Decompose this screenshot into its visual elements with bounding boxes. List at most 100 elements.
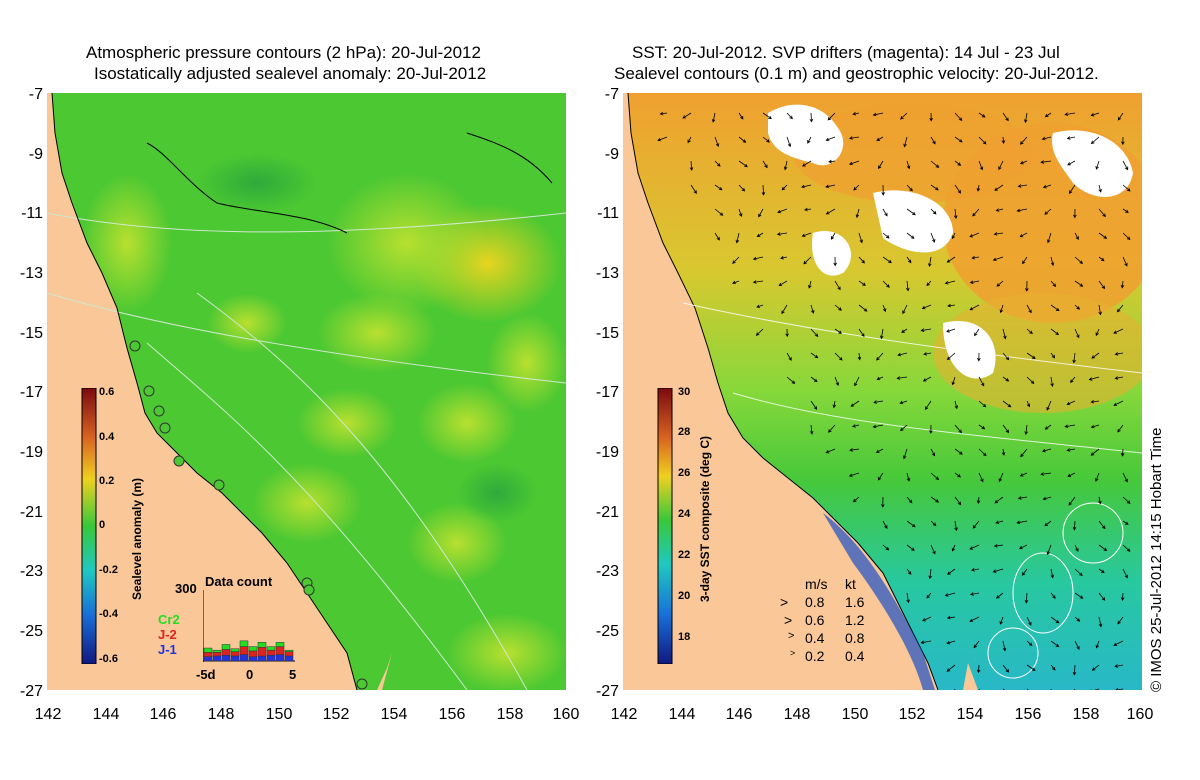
- velocity-vector: [1022, 256, 1028, 265]
- velocity-vector: [1072, 520, 1077, 531]
- velocity-vector: [732, 256, 740, 264]
- velocity-vector: [906, 184, 913, 192]
- velocity-vector: [809, 424, 814, 435]
- velocity-vector: [1098, 280, 1106, 290]
- velocity-vector: [807, 136, 812, 144]
- right-colorbar-tick: 26: [678, 467, 691, 479]
- velocity-arrow-icon: >: [784, 612, 793, 628]
- velocity-legend-ms: 0.4: [805, 630, 825, 646]
- velocity-vector: [1114, 376, 1124, 380]
- velocity-legend-header-kt: kt: [845, 576, 856, 592]
- velocity-vector: [978, 400, 987, 408]
- left-y-tick: -15: [19, 325, 43, 342]
- right-x-tick: 160: [1126, 706, 1154, 723]
- velocity-vector: [906, 472, 911, 482]
- data-count-bar-cr2: [221, 644, 231, 650]
- velocity-vector: [1026, 616, 1032, 626]
- velocity-vector: [1098, 496, 1102, 505]
- velocity-vector: [1026, 328, 1033, 335]
- velocity-vector: [801, 232, 812, 237]
- velocity-vector: [858, 280, 866, 286]
- data-count-bar-j-1: [212, 655, 222, 662]
- velocity-vector: [1098, 184, 1102, 193]
- velocity-vector: [906, 256, 912, 264]
- velocity-vector: [1002, 424, 1010, 434]
- velocity-vector: [1122, 568, 1128, 579]
- velocity-vector: [1044, 424, 1052, 430]
- velocity-vector: [906, 520, 916, 528]
- velocity-vector: [1026, 664, 1036, 671]
- velocity-vector: [872, 112, 884, 117]
- velocity-vector: [903, 136, 908, 148]
- right-x-tick: 148: [783, 706, 811, 723]
- data-count-bar-j-2: [230, 651, 240, 657]
- velocity-vector: [906, 568, 912, 575]
- velocity-vector: [714, 208, 724, 216]
- velocity-vector: [711, 112, 716, 123]
- velocity-vector: [1074, 592, 1084, 599]
- right-y-tick: -23: [595, 563, 619, 580]
- velocity-legend-kt: 1.6: [845, 594, 865, 610]
- velocity-vector: [830, 232, 836, 240]
- velocity-vector: [1117, 112, 1124, 121]
- left-x-tick: 160: [552, 706, 580, 723]
- velocity-vector: [786, 136, 792, 148]
- velocity-vector: [1017, 184, 1028, 188]
- velocity-vector: [1120, 448, 1125, 457]
- data-count-chart: [203, 590, 295, 662]
- velocity-vector: [802, 160, 812, 167]
- data-count-bar-j-2: [275, 646, 285, 655]
- velocity-vector: [834, 352, 843, 361]
- data-count-bar-j-2: [284, 651, 294, 657]
- velocity-vector: [1019, 136, 1028, 145]
- velocity-vector: [714, 136, 720, 148]
- velocity-vector: [1116, 304, 1124, 313]
- velocity-vector: [929, 112, 933, 122]
- velocity-vector: [978, 112, 986, 118]
- data-count-bar-j-2: [266, 649, 276, 656]
- velocity-vector: [1044, 520, 1052, 527]
- velocity-vector: [1122, 496, 1131, 504]
- left-x-tick: 142: [34, 706, 62, 723]
- velocity-vector: [738, 160, 748, 168]
- velocity-vector: [832, 400, 837, 409]
- velocity-vector: [922, 376, 932, 382]
- velocity-vector: [1046, 400, 1052, 411]
- velocity-vector: [1122, 256, 1128, 267]
- velocity-vector: [993, 232, 1004, 236]
- data-count-legend-cr2: Cr2: [158, 612, 180, 627]
- velocity-vector: [978, 136, 987, 145]
- velocity-vector: [810, 376, 818, 383]
- velocity-vector: [1098, 520, 1106, 530]
- velocity-vector: [858, 328, 865, 337]
- velocity-vector: [1074, 328, 1080, 339]
- velocity-vector: [926, 280, 932, 287]
- left-x-tick: 156: [438, 706, 466, 723]
- velocity-vector: [1098, 592, 1106, 601]
- velocity-vector: [902, 304, 908, 315]
- velocity-vector: [946, 352, 956, 361]
- velocity-vector: [1074, 544, 1079, 552]
- velocity-vector: [946, 664, 956, 672]
- velocity-vector: [1026, 304, 1032, 314]
- velocity-vector: [1098, 304, 1102, 316]
- velocity-vector: [1117, 616, 1124, 625]
- velocity-vector: [833, 256, 837, 267]
- velocity-vector: [1050, 280, 1057, 287]
- data-count-bar-cr2: [230, 648, 240, 652]
- velocity-vector: [808, 280, 812, 289]
- velocity-vector: [803, 256, 812, 265]
- right-x-tick: 142: [610, 706, 638, 723]
- velocity-vector: [804, 207, 812, 212]
- velocity-vector: [1072, 664, 1077, 676]
- velocity-vector: [762, 136, 770, 143]
- velocity-vector: [714, 232, 720, 241]
- sst-map: [623, 93, 1142, 690]
- velocity-vector: [906, 232, 915, 239]
- right-x-tick: 144: [668, 706, 696, 723]
- velocity-vector: [1002, 112, 1009, 122]
- velocity-vector: [906, 208, 916, 216]
- velocity-vector: [954, 160, 962, 166]
- velocity-vector: [1066, 136, 1076, 140]
- right-y-tick: -19: [595, 444, 619, 461]
